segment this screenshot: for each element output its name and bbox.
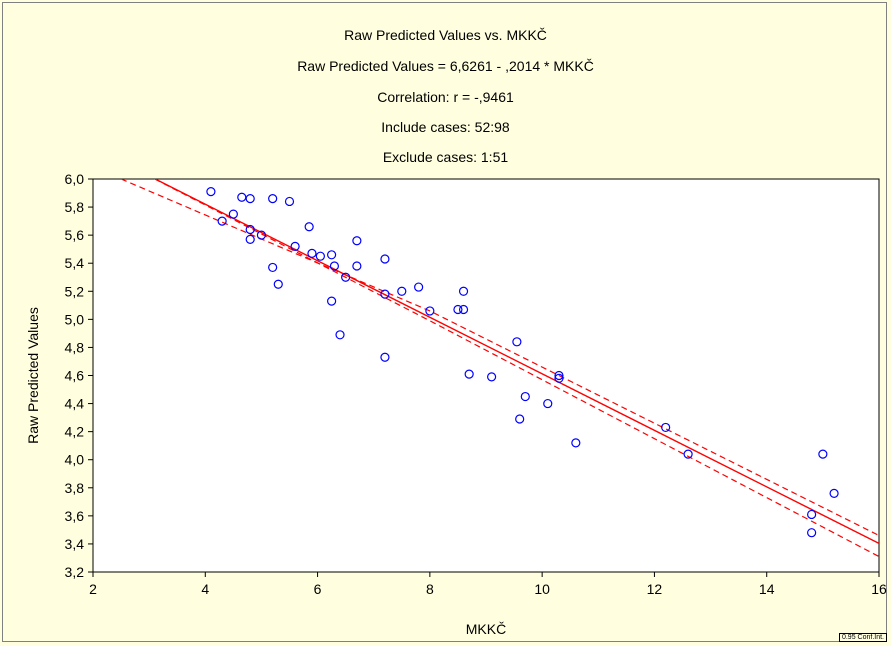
data-point [453,304,463,315]
regression-line [153,179,879,545]
data-point [543,398,553,409]
data-point [818,449,828,459]
exclude-cases-text: Exclude cases: 1:51 [382,149,509,165]
data-point [268,262,278,273]
y-tick-label: 4,8 [65,339,85,355]
data-point [829,488,839,498]
y-axis-title: Raw Predicted Values [25,307,41,444]
x-tick-label: 6 [314,581,322,597]
data-point [327,296,337,306]
plot-area [92,178,880,573]
x-tick-label: 12 [647,581,663,597]
data-point [515,414,525,424]
include-cases-text: Include cases: 52:98 [381,119,510,135]
data-point [554,373,564,383]
x-tick-label: 8 [426,581,434,597]
data-point [520,391,530,402]
y-tick-label: 3,4 [65,536,85,552]
data-point [327,250,337,260]
x-tick-label: 14 [759,581,775,597]
data-point [341,272,351,282]
data-point [245,194,255,204]
correlation-text: Correlation: r = -,9461 [377,89,514,105]
data-point [237,192,247,202]
data-point [425,306,435,316]
data-point [458,286,469,296]
data-point [273,279,283,289]
y-tick-label: 3,8 [65,480,85,496]
y-tick-label: 6,0 [65,171,85,187]
data-point [464,369,474,379]
data-point [307,248,317,258]
y-tick-label: 3,2 [65,564,85,580]
y-tick-label: 4,0 [65,452,85,468]
data-point [245,224,255,235]
data-point [256,230,267,240]
data-point [217,216,227,226]
y-tick-label: 4,4 [65,396,85,412]
data-point [683,449,693,459]
data-point [380,352,390,362]
y-tick-label: 5,0 [65,311,85,327]
x-tick-label: 2 [89,581,97,597]
y-tick-label: 5,4 [65,255,85,271]
y-tick-label: 3,6 [65,508,85,524]
confidence-interval-mark: 0.95 Conf.Int. [838,633,887,642]
x-tick-label: 10 [534,581,550,597]
y-tick-label: 4,2 [65,424,85,440]
data-point [807,509,817,520]
y-tick-label: 5,6 [65,227,85,243]
x-tick-label: 4 [201,581,209,597]
data-point [329,261,340,271]
data-point [512,337,522,347]
data-point [284,196,295,207]
data-point [352,261,362,271]
confidence-band-upper [120,179,879,537]
data-point [571,438,581,448]
data-point [807,528,817,538]
data-point [290,241,300,251]
data-point [304,222,314,232]
data-point [380,289,390,299]
data-point [268,194,278,204]
data-point [397,286,407,296]
data-point [554,370,564,381]
data-point [487,372,497,382]
data-point [458,304,469,315]
y-tick-label: 5,8 [65,199,85,215]
data-point [380,254,390,264]
regression-equation: Raw Predicted Values = 6,6261 - ,2014 * … [297,58,594,74]
data-point [335,330,345,340]
data-point [206,187,216,197]
x-axis-title: MKKČ [466,621,506,637]
data-point [352,236,362,246]
data-point [414,282,424,292]
y-tick-label: 5,2 [65,283,85,299]
y-tick-label: 4,6 [65,368,85,384]
data-point [228,209,238,219]
data-point [245,234,255,244]
chart-title: Raw Predicted Values vs. MKKČ [344,27,547,43]
x-tick-label: 16 [871,581,887,597]
confidence-band-lower [154,179,879,558]
data-point [661,422,671,433]
data-point [315,251,325,261]
